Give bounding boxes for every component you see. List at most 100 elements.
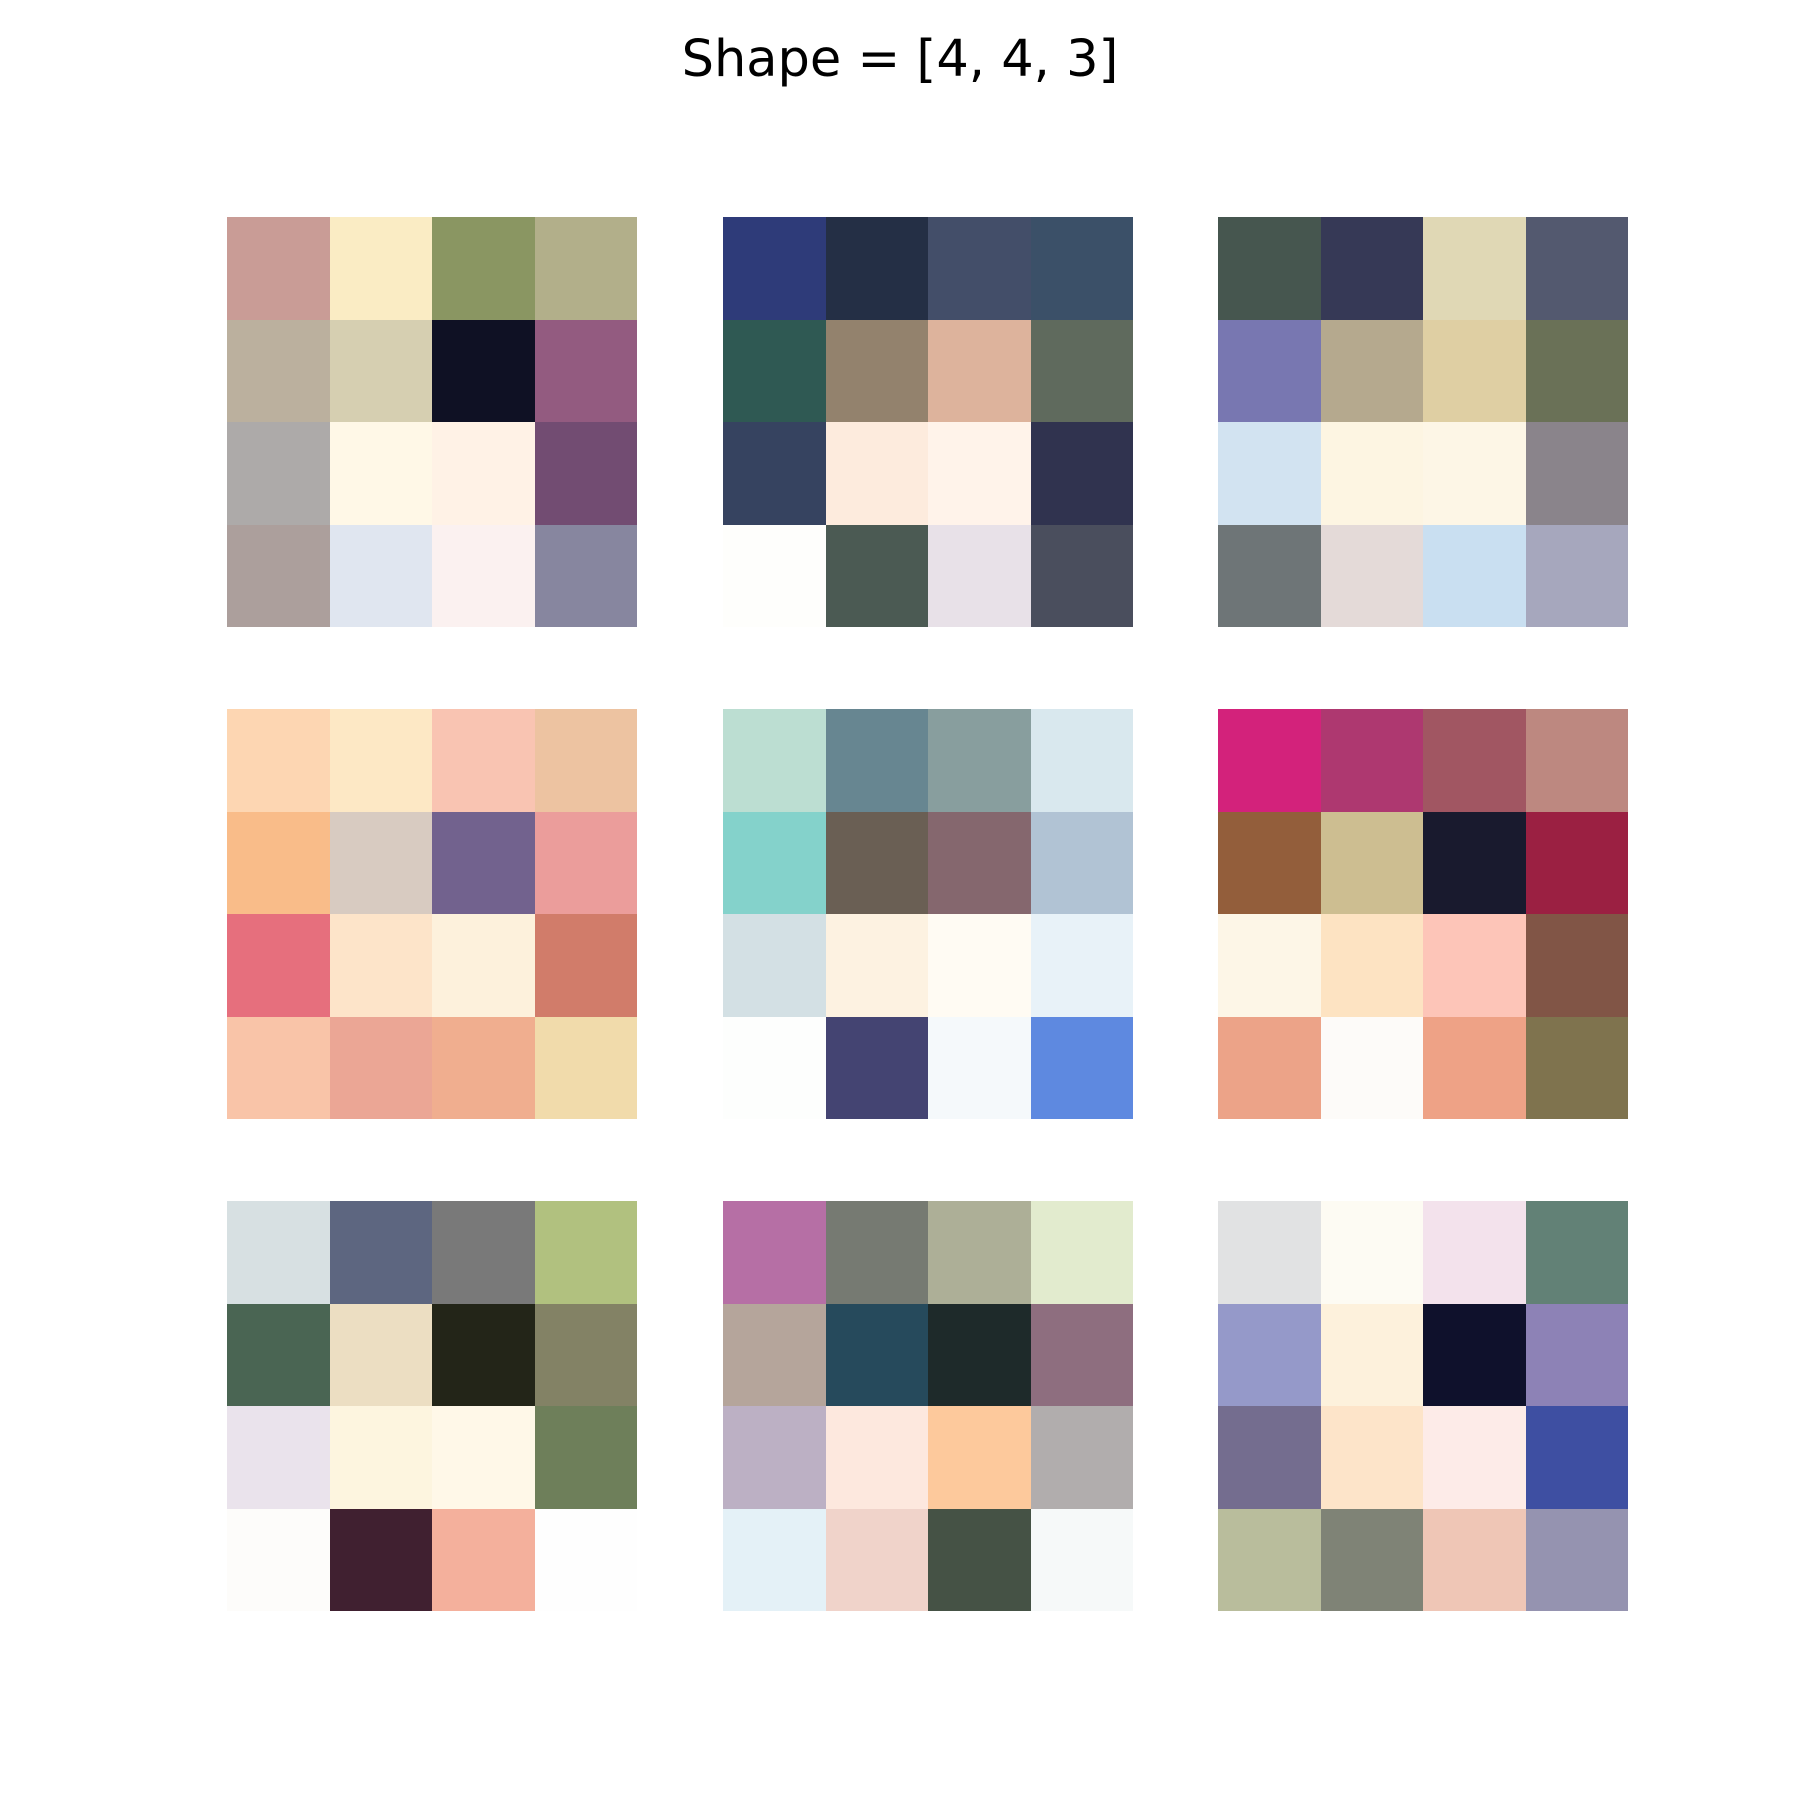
pixel-cell: [1423, 217, 1526, 320]
pixel-cell: [1030, 422, 1133, 525]
pixel-cell: [1320, 217, 1423, 320]
pixel-cell: [227, 811, 330, 914]
pixel-cell: [534, 709, 637, 812]
pixel-cell: [1423, 1406, 1526, 1509]
pixel-cell: [227, 914, 330, 1017]
pixel-cell: [928, 811, 1031, 914]
pixel-cell: [329, 1016, 432, 1119]
pixel-cell: [1218, 709, 1321, 812]
pixel-cell: [1525, 217, 1628, 320]
image-panel-6: [1218, 709, 1628, 1119]
pixel-cell: [1320, 1016, 1423, 1119]
image-panel-5: [723, 709, 1133, 1119]
pixel-cell: [1030, 1406, 1133, 1509]
pixel-cell: [1525, 319, 1628, 422]
pixel-cell: [432, 1508, 535, 1611]
pixel-cell: [1423, 1016, 1526, 1119]
pixel-cell: [928, 422, 1031, 525]
pixel-cell: [1030, 811, 1133, 914]
pixel-cell: [432, 811, 535, 914]
pixel-cell: [432, 709, 535, 812]
pixel-cell: [1320, 1508, 1423, 1611]
pixel-cell: [329, 524, 432, 627]
pixel-cell: [1525, 811, 1628, 914]
pixel-cell: [1320, 319, 1423, 422]
pixel-cell: [1423, 811, 1526, 914]
pixel-cell: [1218, 811, 1321, 914]
image-panel-2: [723, 217, 1133, 627]
pixel-cell: [723, 524, 826, 627]
pixel-cell: [534, 524, 637, 627]
image-panel-7: [227, 1201, 637, 1611]
pixel-cell: [1525, 1201, 1628, 1304]
pixel-cell: [227, 217, 330, 320]
pixel-cell: [1218, 1303, 1321, 1406]
pixel-cell: [928, 319, 1031, 422]
pixel-cell: [928, 709, 1031, 812]
pixel-cell: [1030, 1201, 1133, 1304]
pixel-cell: [432, 914, 535, 1017]
image-panel-3: [1218, 217, 1628, 627]
pixel-cell: [1218, 319, 1321, 422]
pixel-cell: [1218, 217, 1321, 320]
pixel-cell: [928, 524, 1031, 627]
pixel-cell: [227, 1016, 330, 1119]
pixel-cell: [1320, 811, 1423, 914]
pixel-cell: [1423, 422, 1526, 525]
pixel-cell: [329, 217, 432, 320]
pixel-cell: [227, 1201, 330, 1304]
pixel-cell: [1423, 1303, 1526, 1406]
pixel-cell: [1525, 1406, 1628, 1509]
pixel-cell: [723, 1016, 826, 1119]
pixel-cell: [1030, 1016, 1133, 1119]
pixel-cell: [1320, 524, 1423, 627]
pixel-cell: [227, 709, 330, 812]
pixel-cell: [1030, 524, 1133, 627]
pixel-cell: [1218, 914, 1321, 1017]
pixel-cell: [432, 1016, 535, 1119]
pixel-cell: [432, 1201, 535, 1304]
pixel-cell: [825, 1303, 928, 1406]
pixel-cell: [432, 422, 535, 525]
pixel-cell: [1423, 319, 1526, 422]
pixel-cell: [1320, 914, 1423, 1017]
pixel-cell: [534, 1508, 637, 1611]
pixel-cell: [227, 1508, 330, 1611]
pixel-cell: [723, 1201, 826, 1304]
pixel-cell: [329, 1201, 432, 1304]
pixel-cell: [1218, 1201, 1321, 1304]
pixel-cell: [723, 1303, 826, 1406]
pixel-cell: [227, 319, 330, 422]
pixel-cell: [329, 1508, 432, 1611]
pixel-cell: [825, 914, 928, 1017]
pixel-cell: [432, 524, 535, 627]
pixel-cell: [227, 1303, 330, 1406]
pixel-cell: [825, 524, 928, 627]
pixel-cell: [534, 811, 637, 914]
pixel-cell: [825, 422, 928, 525]
pixel-cell: [329, 709, 432, 812]
pixel-cell: [534, 217, 637, 320]
pixel-cell: [1525, 1508, 1628, 1611]
pixel-cell: [534, 914, 637, 1017]
pixel-cell: [227, 422, 330, 525]
pixel-cell: [825, 1508, 928, 1611]
image-panel-8: [723, 1201, 1133, 1611]
pixel-cell: [1320, 1303, 1423, 1406]
pixel-cell: [329, 1303, 432, 1406]
pixel-cell: [534, 1406, 637, 1509]
pixel-cell: [1320, 1406, 1423, 1509]
pixel-cell: [723, 422, 826, 525]
pixel-cell: [1030, 1303, 1133, 1406]
pixel-cell: [534, 1016, 637, 1119]
pixel-cell: [1218, 422, 1321, 525]
image-panel-1: [227, 217, 637, 627]
pixel-cell: [1320, 709, 1423, 812]
pixel-cell: [928, 1406, 1031, 1509]
pixel-cell: [1525, 1303, 1628, 1406]
pixel-cell: [329, 422, 432, 525]
pixel-cell: [329, 811, 432, 914]
pixel-cell: [928, 1016, 1031, 1119]
pixel-cell: [928, 217, 1031, 320]
